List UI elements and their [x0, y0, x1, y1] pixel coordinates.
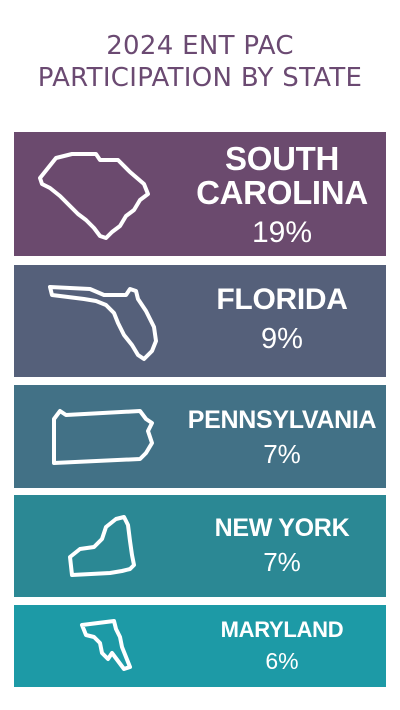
state-name: NEW YORK [214, 514, 350, 542]
state-percentage: 7% [263, 547, 301, 577]
state-name: MARYLAND [220, 617, 344, 642]
row-text-south-carolina: SOUTH CAROLINA 19% [164, 142, 386, 252]
new-york-outline-icon [68, 515, 136, 577]
pennsylvania-outline-icon [52, 409, 154, 465]
row-text-pennsylvania: PENNSYLVANIA 7% [164, 405, 386, 471]
state-percentage: 7% [263, 439, 301, 469]
band-new-york: NEW YORK 7% [14, 495, 386, 597]
row-text-florida: FLORIDA 9% [164, 283, 386, 359]
state-name-line-2: CAROLINA [196, 174, 368, 211]
state-name-line-1: SOUTH [224, 140, 339, 177]
band-florida: FLORIDA 9% [14, 265, 386, 377]
row-text-new-york: NEW YORK 7% [164, 513, 386, 579]
state-percentage: 9% [261, 323, 303, 355]
maryland-outline-icon [80, 619, 132, 671]
state-percentage: 19% [251, 216, 313, 249]
state-name: FLORIDA [216, 283, 348, 316]
state-percentage: 6% [265, 648, 299, 674]
row-text-maryland: MARYLAND 6% [164, 617, 386, 677]
south-carolina-outline-icon [38, 152, 150, 240]
band-maryland: MARYLAND 6% [14, 605, 386, 687]
band-south-carolina: SOUTH CAROLINA 19% [14, 132, 386, 256]
band-pennsylvania: PENNSYLVANIA 7% [14, 385, 386, 488]
florida-outline-icon [48, 285, 158, 361]
title-line-1: 2024 ENT PAC [106, 31, 294, 61]
state-name: PENNSYLVANIA [187, 406, 377, 434]
title-line-2: PARTICIPATION BY STATE [37, 63, 363, 93]
chart-title: 2024 ENT PAC PARTICIPATION BY STATE [0, 30, 400, 94]
